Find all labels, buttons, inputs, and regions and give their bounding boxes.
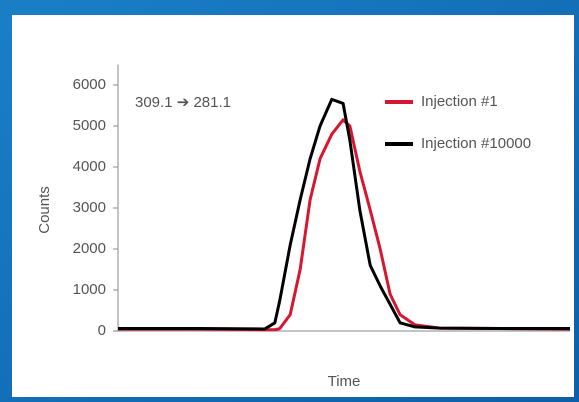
y-tick-label: 0 [98,322,106,339]
line [118,118,571,332]
y-tick-label: 4000 [73,158,106,175]
y-tick-label: 1000 [73,281,106,298]
y-tick-label: 2000 [73,240,106,257]
legend-label: Injection #1 [421,93,498,110]
line [118,97,570,331]
y-tick-label: 6000 [73,76,106,93]
y-axis-label: Counts [36,186,53,234]
legend-label: Injection #10000 [421,135,531,152]
annotation: 309.1 ➔ 281.1 [135,94,231,111]
x-axis-label: Time [328,373,361,390]
y-tick-label: 5000 [73,117,106,134]
panel [12,15,574,397]
y-tick-label: 3000 [73,199,106,216]
